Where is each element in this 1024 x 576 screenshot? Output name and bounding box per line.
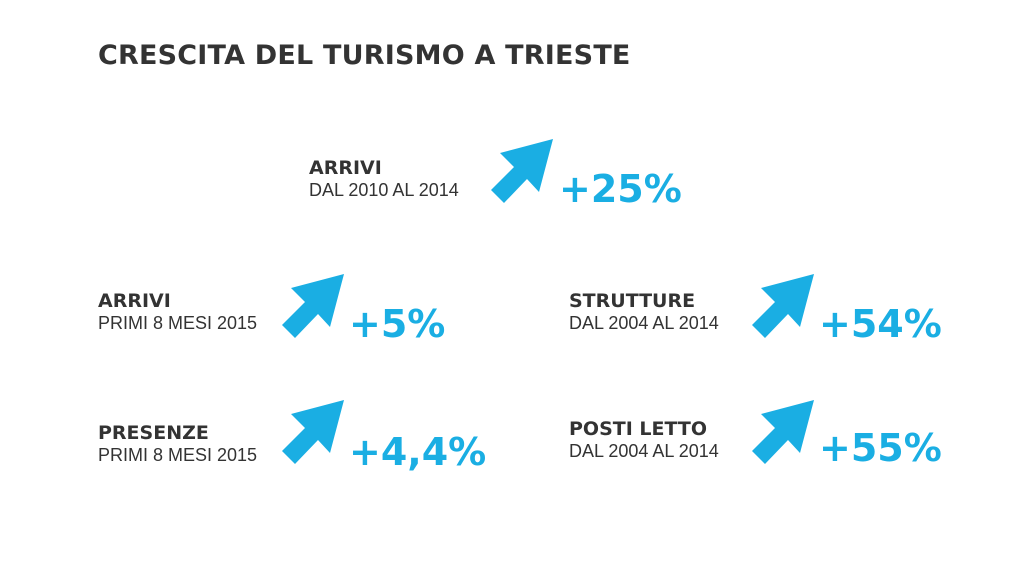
stat-label: PRESENZE	[98, 422, 209, 444]
page-title: CRESCITA DEL TURISMO A TRIESTE	[98, 40, 631, 71]
stat-value: +4,4%	[349, 430, 487, 474]
stat-label: ARRIVI	[309, 157, 382, 179]
stat-sublabel: DAL 2010 AL 2014	[309, 180, 459, 200]
stat-label: STRUTTURE	[569, 290, 696, 312]
arrow-up-right-icon	[282, 274, 344, 338]
stat-sublabel: DAL 2004 AL 2014	[569, 313, 719, 333]
stat-sublabel: DAL 2004 AL 2014	[569, 441, 719, 461]
arrow-up-right-icon	[752, 274, 814, 338]
stat-label: POSTI LETTO	[569, 418, 708, 440]
stat-value: +54%	[819, 302, 942, 346]
stat-strutture: STRUTTURE DAL 2004 AL 2014 +54%	[569, 274, 969, 380]
stat-label: ARRIVI	[98, 290, 171, 312]
arrow-up-right-icon	[282, 400, 344, 464]
arrow-up-right-icon	[752, 400, 814, 464]
stat-posti-letto: POSTI LETTO DAL 2004 AL 2014 +55%	[569, 400, 969, 508]
stat-value: +25%	[559, 167, 682, 211]
stat-presenze: PRESENZE PRIMI 8 MESI 2015 +4,4%	[98, 400, 498, 512]
stat-value: +5%	[349, 302, 446, 346]
stat-sublabel: PRIMI 8 MESI 2015	[98, 313, 258, 333]
stat-sublabel: PRIMI 8 MESI 2015	[98, 445, 258, 465]
stat-arrivi-2010-2014: ARRIVI DAL 2010 AL 2014 +25%	[309, 139, 709, 247]
stat-arrivi-2015: ARRIVI PRIMI 8 MESI 2015 +5%	[98, 274, 498, 380]
arrow-up-right-icon	[491, 139, 553, 203]
stat-value: +55%	[819, 426, 942, 470]
